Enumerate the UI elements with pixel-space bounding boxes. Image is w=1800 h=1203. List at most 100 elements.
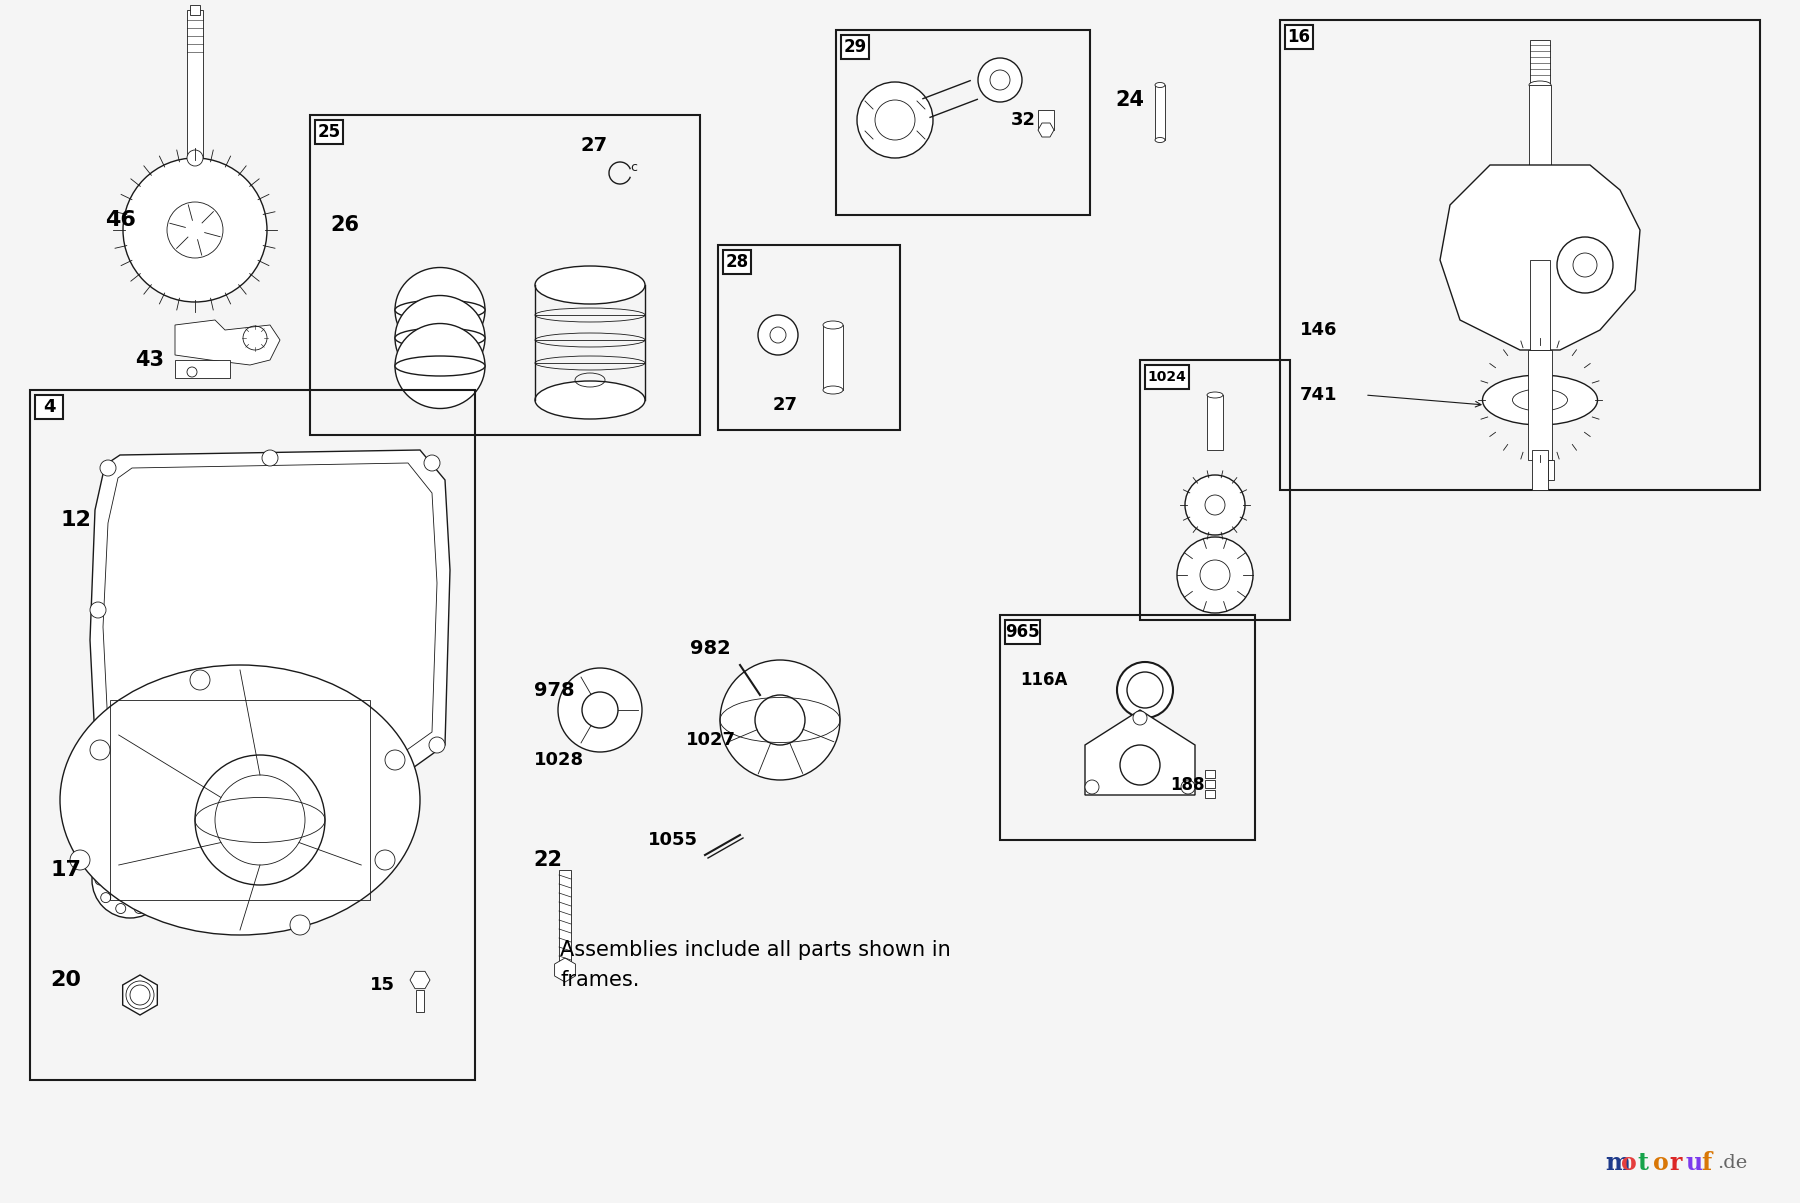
Polygon shape [1039,123,1055,137]
Bar [110,700,371,900]
Circle shape [187,150,203,166]
Circle shape [108,858,151,902]
Bar [560,870,571,970]
Text: 43: 43 [135,350,164,371]
Circle shape [425,455,439,472]
Text: 12: 12 [59,510,90,531]
Circle shape [1132,711,1147,725]
Circle shape [770,327,787,343]
Bar [1548,460,1553,480]
Text: 15: 15 [371,976,394,994]
Circle shape [428,737,445,753]
Text: 741: 741 [1300,386,1337,404]
Circle shape [374,851,394,870]
Bar [1204,770,1215,778]
Text: 1024: 1024 [1148,371,1186,384]
Bar [315,120,344,144]
Bar [1528,350,1552,460]
Bar [175,360,230,378]
Bar [34,395,63,419]
Polygon shape [554,958,576,982]
Text: 1055: 1055 [648,831,698,849]
Text: o: o [1652,1151,1669,1175]
Bar [1004,620,1040,644]
Bar [718,245,900,429]
Bar [823,325,842,390]
Bar [1204,780,1215,788]
Text: 32: 32 [1012,111,1037,129]
Ellipse shape [1156,83,1165,88]
Circle shape [92,842,167,918]
Circle shape [857,82,932,158]
Text: 188: 188 [1170,776,1204,794]
Bar [841,35,869,59]
Ellipse shape [394,300,484,320]
Text: .de: .de [1717,1154,1748,1172]
Bar [835,30,1091,215]
Text: 978: 978 [535,681,574,699]
Bar [1532,450,1548,490]
Polygon shape [90,450,450,780]
Ellipse shape [394,296,484,380]
Circle shape [122,158,266,302]
Bar [1139,360,1291,620]
Polygon shape [175,320,281,365]
Polygon shape [1440,165,1640,350]
Polygon shape [122,974,157,1015]
Text: 17: 17 [50,860,81,881]
Circle shape [385,749,405,770]
Text: 26: 26 [329,215,358,235]
Circle shape [1118,662,1174,718]
Bar [1530,260,1550,350]
Ellipse shape [59,665,419,935]
Text: 20: 20 [50,970,81,990]
Bar [1280,20,1760,490]
Ellipse shape [394,356,484,377]
Ellipse shape [1528,81,1552,89]
Text: 25: 25 [317,123,340,141]
Text: 116A: 116A [1021,671,1067,689]
Bar [187,10,203,158]
Circle shape [977,58,1022,102]
Text: u: u [1685,1151,1703,1175]
Text: 965: 965 [1004,623,1040,641]
Bar [310,115,700,435]
Bar [1528,85,1552,165]
Polygon shape [410,971,430,989]
Circle shape [263,757,277,774]
Text: 982: 982 [689,639,731,658]
Text: 1027: 1027 [686,731,736,749]
Circle shape [95,737,112,753]
Text: t: t [1636,1151,1647,1175]
Text: 28: 28 [725,253,749,271]
Text: 27: 27 [580,136,607,154]
Bar [1156,85,1165,140]
Circle shape [1184,475,1246,535]
Text: f: f [1701,1151,1712,1175]
Bar [1285,25,1312,49]
Circle shape [90,740,110,760]
Circle shape [1181,780,1195,794]
Ellipse shape [823,386,842,395]
Bar [1204,790,1215,798]
Circle shape [70,851,90,870]
Ellipse shape [1208,392,1222,398]
Bar [1530,40,1550,85]
Circle shape [558,668,643,752]
Bar [191,5,200,14]
Circle shape [720,660,841,780]
Circle shape [290,915,310,935]
Text: 27: 27 [772,396,797,414]
Ellipse shape [394,328,484,348]
Text: 24: 24 [1114,90,1145,109]
Text: 4: 4 [43,398,56,416]
Bar [1208,395,1222,450]
Bar [31,390,475,1080]
Text: r: r [1669,1151,1681,1175]
Circle shape [90,602,106,618]
Circle shape [1085,780,1100,794]
Circle shape [1557,237,1613,294]
Text: 1028: 1028 [535,751,585,769]
Text: o: o [1622,1151,1636,1175]
Text: 16: 16 [1287,28,1310,46]
